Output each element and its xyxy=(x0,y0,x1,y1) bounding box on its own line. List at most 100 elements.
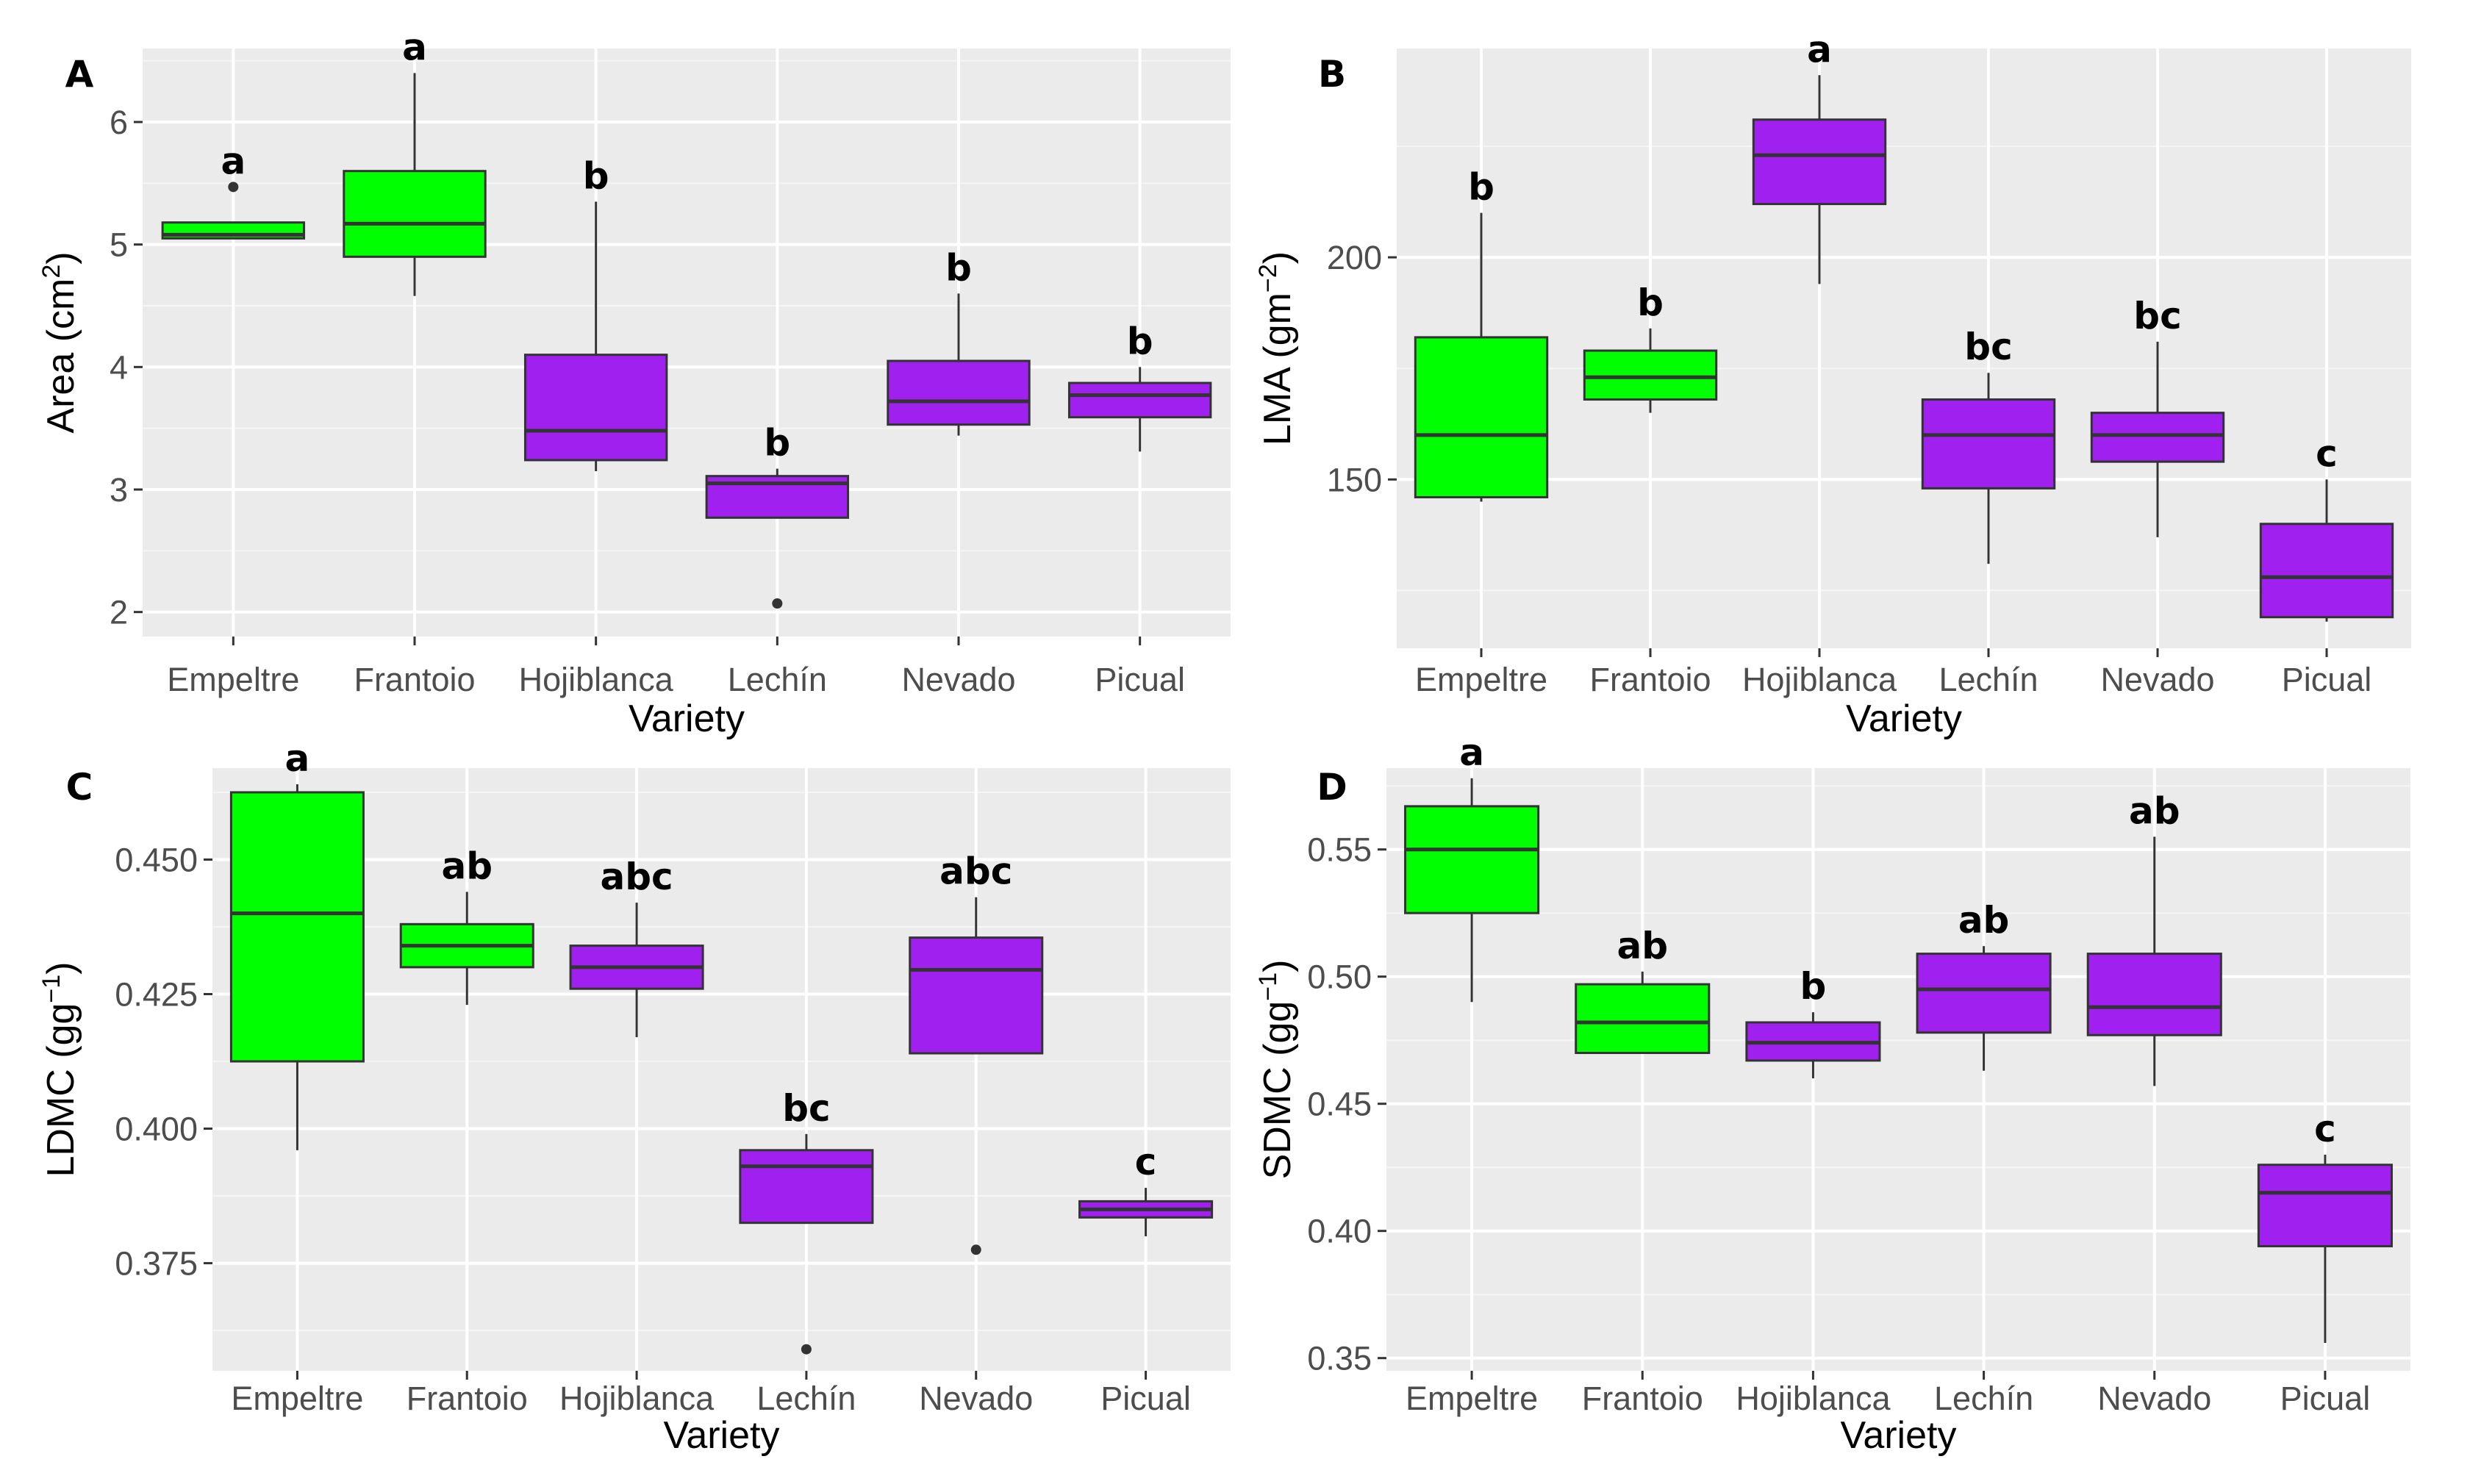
panel-background xyxy=(1386,768,2410,1371)
y-axis-title-main: LDMC (gg xyxy=(40,1003,82,1177)
y-axis-title: SDMC (gg−1) xyxy=(1254,960,1299,1180)
box-empeltre: a xyxy=(1404,731,1540,1003)
x-tick-label: Lechín xyxy=(1939,661,2038,698)
y-axis-title: LMA (gm−2) xyxy=(1254,251,1299,445)
significance-letter: abc xyxy=(600,856,673,898)
x-tick-label: Picual xyxy=(1095,661,1185,698)
y-tick-label: 0.450 xyxy=(115,841,198,878)
x-tick-label: Lechín xyxy=(1934,1380,2033,1417)
panel-letter: C xyxy=(66,766,93,809)
y-tick-label: 0.50 xyxy=(1307,958,1372,996)
box-body xyxy=(1921,398,2056,490)
x-axis-title: Variety xyxy=(1841,1414,1957,1457)
box-picual: c xyxy=(2259,432,2394,622)
box-body xyxy=(1414,336,1549,498)
x-tick-label: Hojiblanca xyxy=(519,661,674,698)
significance-letter: b xyxy=(1637,282,1664,324)
significance-letter: abc xyxy=(939,850,1012,893)
box-frantoio: ab xyxy=(399,845,534,1006)
y-tick-label: 150 xyxy=(1327,461,1382,498)
box-hojiblanca: b xyxy=(1745,965,1881,1079)
significance-letter: b xyxy=(1800,965,1827,1008)
y-tick-label: 0.55 xyxy=(1307,831,1372,869)
x-tick-label: Empeltre xyxy=(231,1380,363,1417)
y-axis-title: Area (cm2) xyxy=(37,251,82,433)
box-body xyxy=(909,936,1044,1055)
box-nevado: bc xyxy=(2090,295,2225,537)
significance-letter: bc xyxy=(1964,326,2012,368)
y-tick-label: 200 xyxy=(1327,239,1382,276)
box-body xyxy=(1916,953,2052,1034)
significance-letter: a xyxy=(221,140,246,182)
x-tick-label: Frantoio xyxy=(354,661,475,698)
box-lechín: bc xyxy=(739,1087,874,1355)
box-body xyxy=(1067,381,1212,419)
y-axis-title-main: Area (cm xyxy=(40,279,82,434)
x-tick-label: Lechín xyxy=(728,661,827,698)
box-body xyxy=(887,359,1031,426)
y-tick-label: 0.400 xyxy=(115,1111,198,1148)
x-tick-label: Picual xyxy=(2280,1380,2371,1417)
box-picual: c xyxy=(1078,1141,1214,1236)
panel-a: 2 3 4 5 6 a Empeltre a Frantoio b Hojiblanca b Lechí… xyxy=(37,26,1231,740)
x-tick-label: Nevado xyxy=(2100,661,2214,698)
y-tick-label: 5 xyxy=(110,226,128,264)
box-frantoio: ab xyxy=(1575,925,1711,1055)
panel-letter: D xyxy=(1317,766,1347,809)
x-tick-label: Hojiblanca xyxy=(1742,661,1897,698)
box-body xyxy=(2257,1164,2393,1247)
y-axis-title-sup: 2 xyxy=(37,265,65,279)
outlier-point xyxy=(970,1244,981,1255)
x-axis-title: Variety xyxy=(664,1414,780,1457)
box-empeltre: a xyxy=(161,140,306,240)
y-tick-label: 0.425 xyxy=(115,976,198,1014)
panel-background xyxy=(212,768,1231,1371)
significance-letter: a xyxy=(1459,731,1484,774)
y-tick-label: 2 xyxy=(110,594,128,631)
significance-letter: ab xyxy=(2129,789,2180,832)
panel-background xyxy=(1397,49,2411,648)
box-lechín: bc xyxy=(1921,326,2056,564)
y-axis-title: LDMC (gg−1) xyxy=(37,961,82,1177)
outlier-point xyxy=(772,598,783,609)
significance-letter: c xyxy=(2316,432,2338,475)
x-tick-label: Picual xyxy=(2282,661,2372,698)
box-hojiblanca: abc xyxy=(569,856,704,1038)
significance-letter: a xyxy=(402,26,427,68)
x-tick-label: Frantoio xyxy=(1589,661,1711,698)
y-axis-title-tail: ) xyxy=(40,251,82,264)
box-body xyxy=(1404,805,1540,914)
significance-letter: ab xyxy=(1958,899,2010,942)
x-tick-label: Picual xyxy=(1100,1380,1191,1417)
box-hojiblanca: a xyxy=(1752,28,1887,284)
x-tick-label: Lechín xyxy=(756,1380,856,1417)
y-tick-label: 4 xyxy=(110,348,128,386)
outlier-point xyxy=(801,1344,812,1355)
significance-letter: bc xyxy=(2133,295,2181,337)
box-body xyxy=(739,1149,874,1225)
box-lechín: ab xyxy=(1916,899,2052,1071)
x-tick-label: Hojiblanca xyxy=(1736,1380,1891,1417)
y-axis-title-sup: −1 xyxy=(1254,972,1282,1001)
box-picual: b xyxy=(1067,320,1212,452)
y-tick-label: 3 xyxy=(110,471,128,509)
y-axis-title-tail: ) xyxy=(1256,251,1299,264)
box-body xyxy=(343,170,487,258)
x-tick-label: Frantoio xyxy=(407,1380,528,1417)
x-tick-label: Hojiblanca xyxy=(559,1380,715,1417)
box-empeltre: a xyxy=(229,737,365,1150)
box-nevado: abc xyxy=(909,850,1044,1255)
box-body xyxy=(1752,118,1887,206)
outlier-point xyxy=(228,182,239,193)
panel-letter: B xyxy=(1318,53,1346,96)
box-body xyxy=(2090,412,2225,463)
box-empeltre: b xyxy=(1414,166,1549,502)
box-body xyxy=(229,791,365,1063)
box-body xyxy=(1575,983,1711,1055)
y-axis-title-main: LMA (gm xyxy=(1256,293,1299,445)
y-tick-label: 0.35 xyxy=(1307,1340,1372,1377)
significance-letter: b xyxy=(1468,166,1494,209)
box-body xyxy=(1583,349,1718,401)
panel-letter: A xyxy=(65,53,94,96)
box-lechín: b xyxy=(705,422,850,609)
